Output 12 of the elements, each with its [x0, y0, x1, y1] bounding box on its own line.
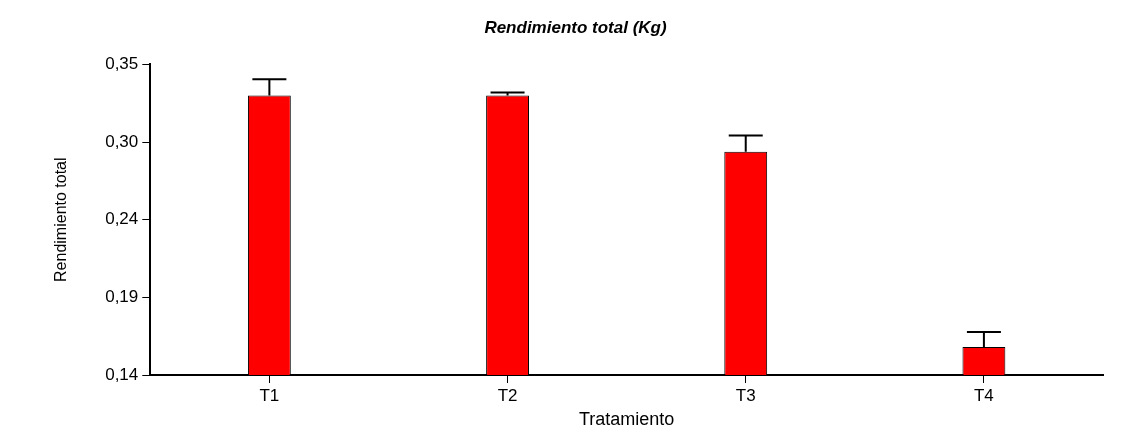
x-tick-label: T1 [259, 385, 280, 405]
y-tick-label: 0,30 [105, 131, 139, 151]
y-tick-label: 0,19 [105, 287, 139, 307]
y-tick-label: 0,24 [105, 209, 139, 229]
x-axis-title: Tratamiento [578, 409, 675, 430]
x-tick-label: T4 [973, 385, 994, 405]
x-tick-label: T2 [497, 385, 518, 405]
x-tick-label: T3 [735, 385, 756, 405]
y-axis-title: Rendimiento total [52, 157, 70, 282]
y-tick-label: 0,14 [105, 364, 139, 384]
chart-title: Rendimiento total (Kg) [484, 17, 667, 37]
y-tick-label: 0,35 [105, 54, 139, 74]
